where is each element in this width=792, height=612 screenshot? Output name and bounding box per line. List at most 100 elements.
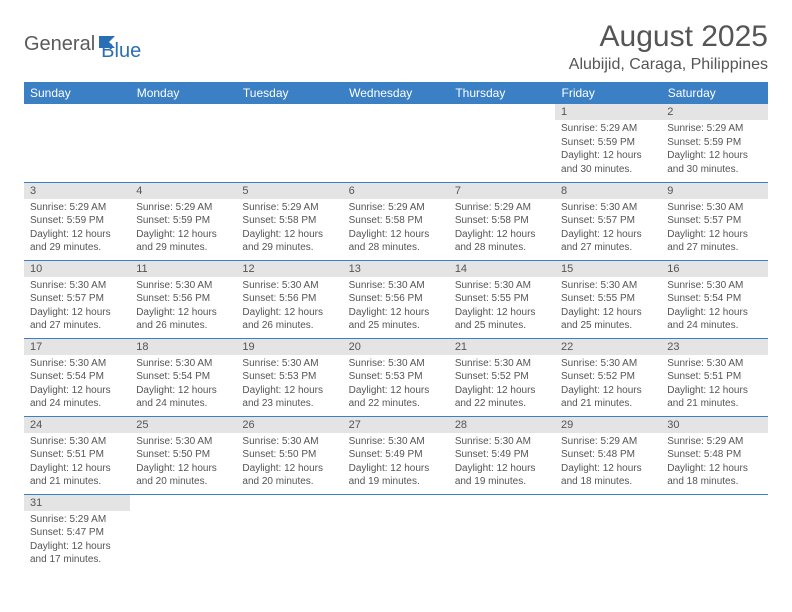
- weekday-header: Tuesday: [236, 82, 342, 104]
- weekday-header: Thursday: [449, 82, 555, 104]
- day-number: 29: [555, 417, 661, 433]
- logo-text-blue: Blue: [101, 40, 141, 62]
- calendar-day-cell: 7Sunrise: 5:29 AMSunset: 5:58 PMDaylight…: [449, 182, 555, 260]
- day-number: 26: [236, 417, 342, 433]
- day-details: Sunrise: 5:30 AMSunset: 5:54 PMDaylight:…: [661, 277, 767, 337]
- header: General Blue August 2025 Alubijid, Carag…: [24, 20, 768, 74]
- day-details: Sunrise: 5:30 AMSunset: 5:52 PMDaylight:…: [555, 355, 661, 415]
- day-details: Sunrise: 5:30 AMSunset: 5:57 PMDaylight:…: [24, 277, 130, 337]
- day-details: Sunrise: 5:30 AMSunset: 5:55 PMDaylight:…: [449, 277, 555, 337]
- day-details: Sunrise: 5:30 AMSunset: 5:51 PMDaylight:…: [24, 433, 130, 493]
- day-details: Sunrise: 5:30 AMSunset: 5:55 PMDaylight:…: [555, 277, 661, 337]
- day-number: 3: [24, 183, 130, 199]
- day-number: 8: [555, 183, 661, 199]
- day-details: Sunrise: 5:30 AMSunset: 5:56 PMDaylight:…: [236, 277, 342, 337]
- day-details: Sunrise: 5:30 AMSunset: 5:53 PMDaylight:…: [343, 355, 449, 415]
- calendar-day-cell: 5Sunrise: 5:29 AMSunset: 5:58 PMDaylight…: [236, 182, 342, 260]
- day-number: 19: [236, 339, 342, 355]
- calendar-day-cell: 15Sunrise: 5:30 AMSunset: 5:55 PMDayligh…: [555, 260, 661, 338]
- weekday-header: Wednesday: [343, 82, 449, 104]
- day-number: 12: [236, 261, 342, 277]
- calendar-empty-cell: [343, 104, 449, 182]
- calendar-empty-cell: [236, 104, 342, 182]
- day-details: Sunrise: 5:30 AMSunset: 5:50 PMDaylight:…: [130, 433, 236, 493]
- day-details: Sunrise: 5:29 AMSunset: 5:47 PMDaylight:…: [24, 511, 130, 571]
- calendar-day-cell: 28Sunrise: 5:30 AMSunset: 5:49 PMDayligh…: [449, 416, 555, 494]
- calendar-week-row: 31Sunrise: 5:29 AMSunset: 5:47 PMDayligh…: [24, 494, 768, 572]
- calendar-day-cell: 24Sunrise: 5:30 AMSunset: 5:51 PMDayligh…: [24, 416, 130, 494]
- calendar-day-cell: 12Sunrise: 5:30 AMSunset: 5:56 PMDayligh…: [236, 260, 342, 338]
- calendar-day-cell: 25Sunrise: 5:30 AMSunset: 5:50 PMDayligh…: [130, 416, 236, 494]
- calendar-day-cell: 26Sunrise: 5:30 AMSunset: 5:50 PMDayligh…: [236, 416, 342, 494]
- day-number: 15: [555, 261, 661, 277]
- day-details: Sunrise: 5:29 AMSunset: 5:59 PMDaylight:…: [661, 120, 767, 180]
- day-number: 5: [236, 183, 342, 199]
- calendar-empty-cell: [449, 104, 555, 182]
- day-number: 23: [661, 339, 767, 355]
- calendar-day-cell: 16Sunrise: 5:30 AMSunset: 5:54 PMDayligh…: [661, 260, 767, 338]
- calendar-day-cell: 1Sunrise: 5:29 AMSunset: 5:59 PMDaylight…: [555, 104, 661, 182]
- calendar-week-row: 3Sunrise: 5:29 AMSunset: 5:59 PMDaylight…: [24, 182, 768, 260]
- day-number: 17: [24, 339, 130, 355]
- calendar-empty-cell: [24, 104, 130, 182]
- day-number: 24: [24, 417, 130, 433]
- day-details: Sunrise: 5:29 AMSunset: 5:59 PMDaylight:…: [555, 120, 661, 180]
- day-details: Sunrise: 5:29 AMSunset: 5:59 PMDaylight:…: [130, 199, 236, 259]
- day-details: Sunrise: 5:29 AMSunset: 5:58 PMDaylight:…: [449, 199, 555, 259]
- calendar-day-cell: 3Sunrise: 5:29 AMSunset: 5:59 PMDaylight…: [24, 182, 130, 260]
- calendar-day-cell: 23Sunrise: 5:30 AMSunset: 5:51 PMDayligh…: [661, 338, 767, 416]
- day-details: Sunrise: 5:29 AMSunset: 5:58 PMDaylight:…: [236, 199, 342, 259]
- logo-text-general: General: [24, 33, 95, 56]
- day-details: Sunrise: 5:30 AMSunset: 5:50 PMDaylight:…: [236, 433, 342, 493]
- day-number: 10: [24, 261, 130, 277]
- day-number: 30: [661, 417, 767, 433]
- calendar-day-cell: 20Sunrise: 5:30 AMSunset: 5:53 PMDayligh…: [343, 338, 449, 416]
- day-number: 20: [343, 339, 449, 355]
- calendar-day-cell: 18Sunrise: 5:30 AMSunset: 5:54 PMDayligh…: [130, 338, 236, 416]
- month-title: August 2025: [569, 20, 768, 54]
- day-details: Sunrise: 5:30 AMSunset: 5:49 PMDaylight:…: [449, 433, 555, 493]
- calendar-day-cell: 11Sunrise: 5:30 AMSunset: 5:56 PMDayligh…: [130, 260, 236, 338]
- calendar-day-cell: 13Sunrise: 5:30 AMSunset: 5:56 PMDayligh…: [343, 260, 449, 338]
- day-number: 22: [555, 339, 661, 355]
- calendar-day-cell: 4Sunrise: 5:29 AMSunset: 5:59 PMDaylight…: [130, 182, 236, 260]
- day-details: Sunrise: 5:29 AMSunset: 5:48 PMDaylight:…: [555, 433, 661, 493]
- calendar-day-cell: 29Sunrise: 5:29 AMSunset: 5:48 PMDayligh…: [555, 416, 661, 494]
- day-number: 28: [449, 417, 555, 433]
- day-number: 14: [449, 261, 555, 277]
- weekday-header: Saturday: [661, 82, 767, 104]
- calendar-week-row: 17Sunrise: 5:30 AMSunset: 5:54 PMDayligh…: [24, 338, 768, 416]
- day-details: Sunrise: 5:30 AMSunset: 5:52 PMDaylight:…: [449, 355, 555, 415]
- calendar-day-cell: 8Sunrise: 5:30 AMSunset: 5:57 PMDaylight…: [555, 182, 661, 260]
- calendar-table: SundayMondayTuesdayWednesdayThursdayFrid…: [24, 82, 768, 572]
- day-details: Sunrise: 5:30 AMSunset: 5:54 PMDaylight:…: [24, 355, 130, 415]
- calendar-week-row: 10Sunrise: 5:30 AMSunset: 5:57 PMDayligh…: [24, 260, 768, 338]
- weekday-header: Friday: [555, 82, 661, 104]
- day-details: Sunrise: 5:30 AMSunset: 5:54 PMDaylight:…: [130, 355, 236, 415]
- title-block: August 2025 Alubijid, Caraga, Philippine…: [569, 20, 768, 74]
- day-details: Sunrise: 5:30 AMSunset: 5:56 PMDaylight:…: [343, 277, 449, 337]
- calendar-day-cell: 30Sunrise: 5:29 AMSunset: 5:48 PMDayligh…: [661, 416, 767, 494]
- calendar-empty-cell: [236, 494, 342, 572]
- day-number: 31: [24, 495, 130, 511]
- calendar-day-cell: 17Sunrise: 5:30 AMSunset: 5:54 PMDayligh…: [24, 338, 130, 416]
- calendar-day-cell: 27Sunrise: 5:30 AMSunset: 5:49 PMDayligh…: [343, 416, 449, 494]
- calendar-day-cell: 19Sunrise: 5:30 AMSunset: 5:53 PMDayligh…: [236, 338, 342, 416]
- calendar-empty-cell: [130, 104, 236, 182]
- calendar-day-cell: 6Sunrise: 5:29 AMSunset: 5:58 PMDaylight…: [343, 182, 449, 260]
- weekday-header-row: SundayMondayTuesdayWednesdayThursdayFrid…: [24, 82, 768, 104]
- day-number: 7: [449, 183, 555, 199]
- day-number: 1: [555, 104, 661, 120]
- day-details: Sunrise: 5:30 AMSunset: 5:53 PMDaylight:…: [236, 355, 342, 415]
- day-details: Sunrise: 5:29 AMSunset: 5:59 PMDaylight:…: [24, 199, 130, 259]
- day-details: Sunrise: 5:30 AMSunset: 5:57 PMDaylight:…: [661, 199, 767, 259]
- day-number: 2: [661, 104, 767, 120]
- calendar-week-row: 1Sunrise: 5:29 AMSunset: 5:59 PMDaylight…: [24, 104, 768, 182]
- calendar-empty-cell: [343, 494, 449, 572]
- day-number: 6: [343, 183, 449, 199]
- calendar-day-cell: 9Sunrise: 5:30 AMSunset: 5:57 PMDaylight…: [661, 182, 767, 260]
- calendar-empty-cell: [130, 494, 236, 572]
- calendar-day-cell: 21Sunrise: 5:30 AMSunset: 5:52 PMDayligh…: [449, 338, 555, 416]
- calendar-day-cell: 10Sunrise: 5:30 AMSunset: 5:57 PMDayligh…: [24, 260, 130, 338]
- calendar-day-cell: 31Sunrise: 5:29 AMSunset: 5:47 PMDayligh…: [24, 494, 130, 572]
